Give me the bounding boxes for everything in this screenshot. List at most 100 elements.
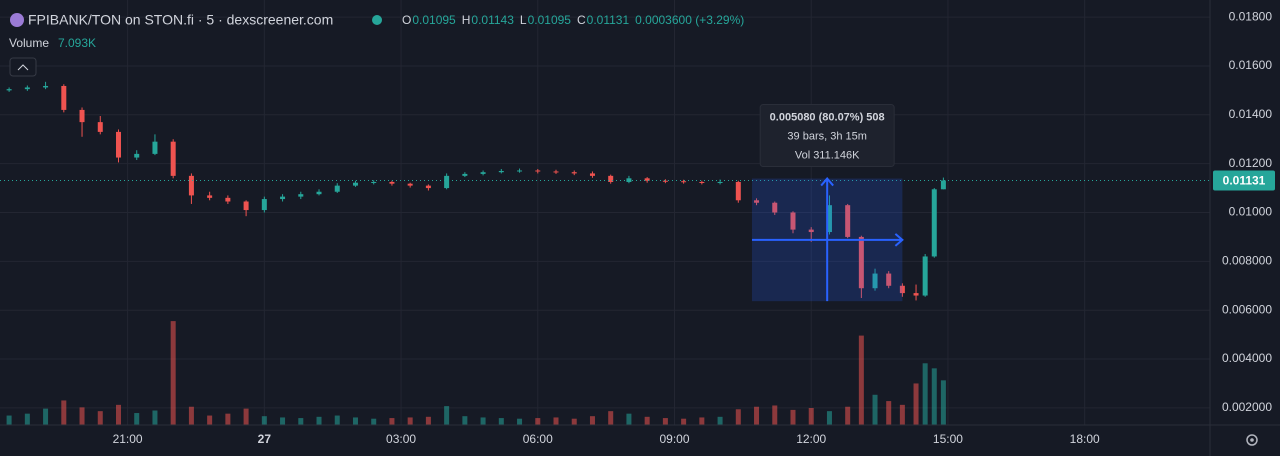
candle-body	[207, 195, 213, 198]
volume-bar	[134, 413, 140, 425]
candle-body	[608, 175, 614, 182]
candle-body	[152, 141, 158, 154]
volume-bar	[699, 417, 705, 425]
candle-body	[444, 175, 450, 189]
volume-bar	[589, 416, 595, 425]
volume-bar	[826, 411, 832, 425]
volume-bar	[43, 408, 49, 425]
last-price-label: 0.01131	[1223, 174, 1266, 188]
volume-bar	[608, 411, 614, 425]
candle-body	[790, 212, 796, 230]
candle-body	[225, 197, 231, 202]
volume-bar	[735, 409, 741, 425]
candle-body	[280, 196, 286, 200]
candle-body	[24, 87, 30, 90]
volume-bar	[6, 415, 12, 425]
candle-body	[79, 109, 85, 123]
ohlc-key: H	[462, 13, 471, 27]
ohlc-value: 0.01131	[587, 13, 630, 27]
volume-bar	[79, 407, 85, 425]
candle-body	[571, 172, 577, 174]
volume-bar	[371, 418, 377, 425]
volume-bar	[790, 409, 796, 425]
last-price-box	[1213, 170, 1275, 191]
candle-body	[261, 199, 267, 211]
candle-body	[886, 273, 892, 286]
measure-text: 39 bars, 3h 15m	[787, 130, 867, 142]
candle-body	[808, 229, 814, 233]
volume-bar	[316, 416, 322, 425]
candle-body	[699, 181, 705, 183]
change-value: 0.0003600 (+3.29%)	[635, 13, 744, 27]
volume-bar	[61, 400, 67, 425]
volume-bar	[922, 363, 928, 425]
ohlc-header: O 0.01095 H 0.01143 L 0.01095 C 0.01131 0.000360…	[402, 13, 744, 27]
volume-bar	[717, 416, 723, 425]
token-icon	[10, 13, 24, 27]
volume-bar	[517, 418, 523, 425]
volume-bar	[425, 416, 431, 425]
y-tick-label: 0.004000	[1222, 351, 1272, 365]
volume-bar	[845, 406, 851, 425]
candle-body	[115, 131, 121, 158]
candle-body	[858, 236, 864, 289]
volume-bar	[280, 417, 286, 425]
candle-body	[61, 85, 67, 110]
grid	[0, 0, 1210, 425]
volume-bar	[480, 417, 486, 425]
candle-body	[97, 122, 103, 132]
volume-bar	[243, 408, 249, 425]
candle-body	[826, 205, 832, 233]
candle-body	[535, 170, 541, 172]
volume-label: Volume	[9, 36, 49, 50]
candle-body	[389, 181, 395, 184]
volume-bar	[115, 404, 121, 425]
candle-body	[735, 181, 741, 201]
volume-bar	[571, 418, 577, 425]
x-tick-label: 15:00	[933, 432, 963, 446]
volume-bar	[225, 413, 231, 425]
ohlc-value: 0.01095	[412, 13, 456, 27]
volume-bar	[553, 417, 559, 425]
measure-text: Vol 311.146K	[795, 149, 860, 161]
y-tick-label: 0.01600	[1229, 58, 1273, 72]
candle-body	[931, 189, 937, 257]
candle-body	[298, 194, 304, 197]
candle-body	[845, 205, 851, 237]
status-dot	[372, 15, 382, 25]
volume-bar	[772, 405, 778, 425]
candle-body	[754, 200, 760, 203]
candle-body	[462, 173, 468, 176]
volume-bar	[858, 335, 864, 425]
candle-layer	[6, 81, 946, 301]
ohlc-key: C	[577, 13, 586, 27]
settings-icon[interactable]	[1246, 434, 1258, 446]
candle-body	[134, 153, 140, 158]
y-tick-label: 0.002000	[1222, 400, 1272, 414]
candle-body	[553, 171, 559, 173]
volume-bar	[170, 321, 176, 425]
y-tick-label: 0.01800	[1229, 9, 1273, 23]
y-tick-label: 0.008000	[1222, 254, 1272, 268]
volume-bar	[662, 418, 668, 425]
x-tick-label: 21:00	[113, 432, 143, 446]
x-tick-label: 06:00	[523, 432, 553, 446]
candle-body	[188, 175, 194, 196]
volume-bar	[931, 368, 937, 425]
volume-bar	[152, 410, 158, 425]
collapse-icon	[17, 64, 29, 71]
x-tick-label: 27	[258, 432, 272, 446]
candle-body	[352, 182, 358, 186]
candle-body	[334, 185, 340, 192]
candle-body	[681, 181, 687, 183]
settings-icon-center	[1250, 438, 1254, 442]
ohlc-key: L	[520, 13, 527, 27]
volume-bar	[886, 401, 892, 425]
candle-body	[407, 183, 413, 186]
volume-bar	[261, 416, 267, 425]
volume-bar	[940, 380, 946, 425]
volume-bar	[872, 394, 878, 425]
collapse-button[interactable]	[9, 57, 37, 77]
